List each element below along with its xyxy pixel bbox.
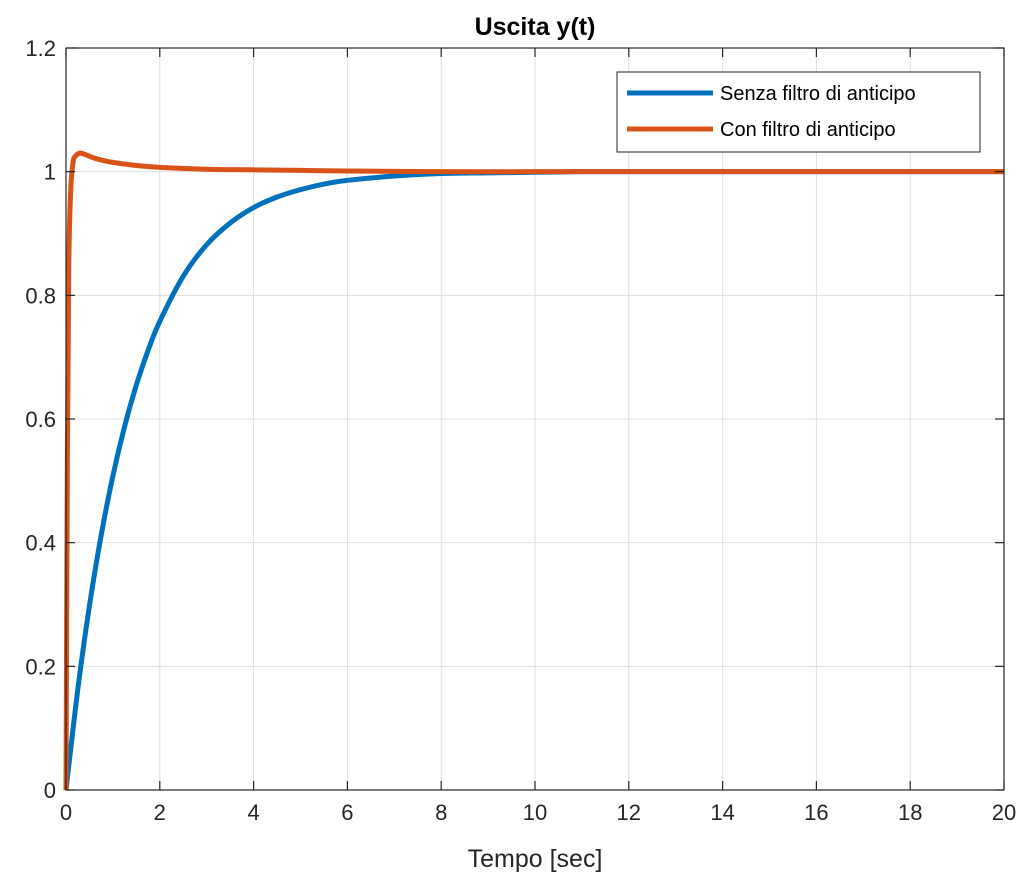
x-tick-label: 20 xyxy=(992,800,1016,825)
x-axis-label: Tempo [sec] xyxy=(468,845,603,873)
legend-box xyxy=(616,71,981,153)
y-tick-label: 0.8 xyxy=(25,283,56,308)
legend: Senza filtro di anticipo Con filtro di a… xyxy=(616,71,981,153)
x-tick-label: 6 xyxy=(341,800,353,825)
y-tick-label: 0.6 xyxy=(25,407,56,432)
x-tick-label: 14 xyxy=(710,800,734,825)
x-tick-label: 4 xyxy=(247,800,259,825)
x-tick-label: 8 xyxy=(435,800,447,825)
y-tick-label: 0 xyxy=(44,778,56,803)
y-tick-label: 1 xyxy=(44,160,56,185)
series-layer xyxy=(63,150,1004,791)
legend-label-senza-filtro: Senza filtro di anticipo xyxy=(720,83,916,105)
x-tick-label: 0 xyxy=(60,800,72,825)
legend-label-con-filtro: Con filtro di anticipo xyxy=(720,119,896,141)
chart-title: Uscita y(t) xyxy=(475,13,596,41)
y-tick-label: 1.2 xyxy=(25,36,56,61)
x-tick-label: 10 xyxy=(523,800,547,825)
x-tick-label: 12 xyxy=(617,800,641,825)
x-tick-label: 18 xyxy=(898,800,922,825)
x-tick-label: 2 xyxy=(154,800,166,825)
y-tick-label: 0.4 xyxy=(25,531,56,556)
series-line-con-filtro xyxy=(63,150,1004,791)
x-tick-label: 16 xyxy=(804,800,828,825)
tick-layer: 0 2 4 6 8 10 12 14 16 18 20 0 0.2 0.4 0.6 0.8 1 1.2 xyxy=(25,36,1016,825)
y-tick-label: 0.2 xyxy=(25,654,56,679)
